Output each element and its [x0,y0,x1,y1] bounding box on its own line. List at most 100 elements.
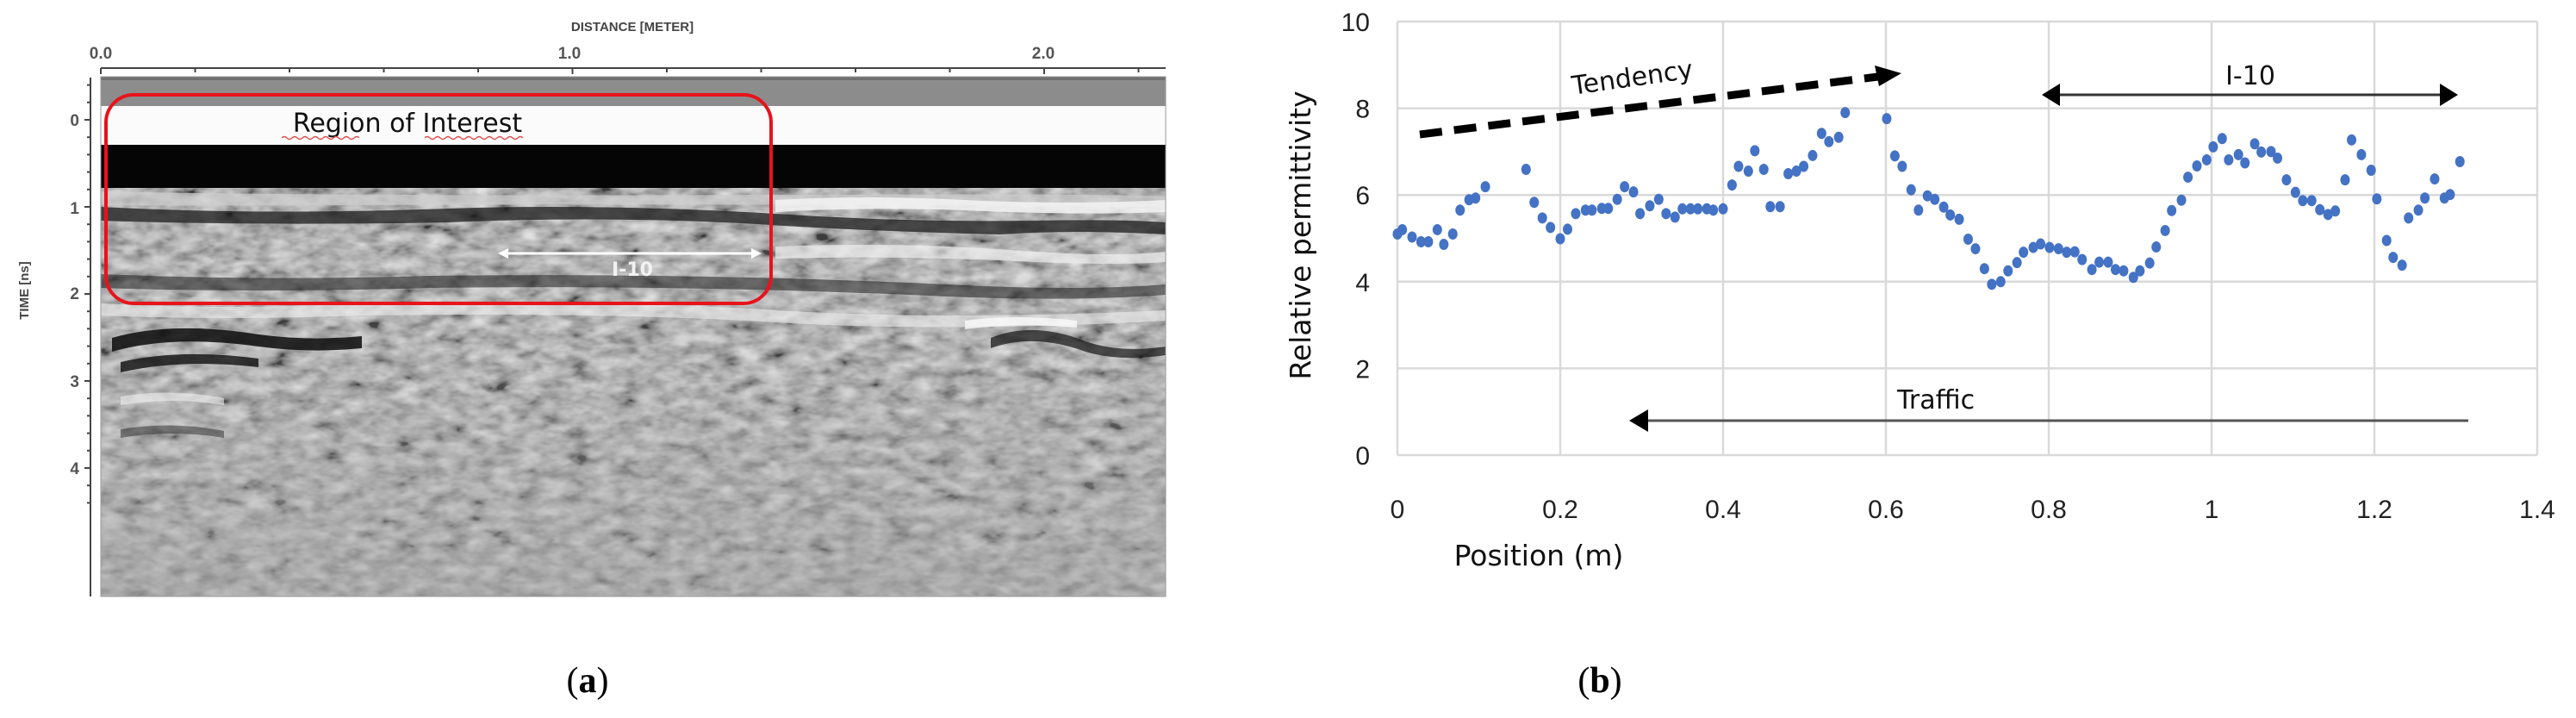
chart-x-tick-label: 1 [2205,496,2219,524]
data-point [1480,181,1490,193]
data-point [2201,153,2212,165]
data-point [2315,203,2325,215]
chart-y-tick-label: 8 [1355,96,1370,124]
data-point [2160,224,2170,236]
data-point [1733,160,1744,172]
data-point [1970,243,1981,255]
gpr-i10-arrow [498,248,762,259]
chart-i10-arrow [2042,84,2458,106]
data-point [2151,241,2162,253]
radargram-frame [100,76,1167,597]
data-point [2413,204,2424,216]
data-point [1587,204,1597,216]
data-point [1906,184,1916,196]
data-point [2323,209,2333,221]
data-point [2019,247,2029,259]
data-point [1447,228,1458,240]
data-point [1963,234,1973,246]
data-point [1677,203,1688,215]
data-point [1580,204,1590,216]
data-point [1758,164,1769,176]
data-point [1897,160,1907,172]
data-point [1439,239,1449,251]
chart-x-tick-label: 1.2 [2356,496,2392,524]
data-point [1833,131,1844,143]
data-point [1416,236,1426,248]
data-point [1555,233,1565,245]
data-point [2176,194,2187,206]
chart-x-tick-label: 0.4 [1705,496,1741,524]
data-point [2192,159,2202,172]
data-point [2077,253,2088,265]
data-point [2208,140,2218,153]
data-point [2445,189,2455,201]
data-point [1661,208,1671,220]
data-point [1718,203,1728,215]
tendency-label: Tendency [1569,54,1695,101]
data-point [2012,257,2022,269]
data-point [2306,195,2317,207]
data-point [2103,256,2113,268]
data-point [2167,204,2177,216]
data-point [1546,222,1556,234]
data-point [1432,223,1442,235]
data-point [2430,173,2440,185]
chart-y-tick-labels: 0 2 4 6 8 10 [1341,9,1370,471]
chart-y-tick-label: 0 [1355,442,1370,471]
spellcheck-underline [281,135,360,140]
data-point [1596,203,1607,215]
data-point [1840,107,1851,119]
chart-x-tick-label: 0.8 [2031,496,2067,524]
data-point [2224,153,2234,165]
data-point [1889,150,1900,162]
data-point [1571,208,1581,220]
chart-x-axis-title: Position (m) [1454,539,1624,572]
data-point [2281,174,2292,186]
chart-y-tick-label: 10 [1341,9,1370,37]
chart-y-tick-label: 6 [1355,182,1370,210]
data-point [2455,155,2465,167]
panel-a: DISTANCE [METER] 0.0 1.0 2.0 0 1 2 3 4 T… [17,20,1167,701]
data-point [2119,265,2129,277]
spellcheck-underline [424,135,524,140]
data-point [2087,264,2097,276]
data-point [2135,265,2145,277]
data-point [2347,134,2357,146]
data-point [1945,209,1956,221]
data-point [1455,204,1465,216]
chart-x-tick-labels: 0 0.2 0.4 0.6 0.8 1 1.2 1.4 [1391,496,2555,524]
data-point [1808,149,1818,161]
data-point [2372,193,2382,205]
gpr-y-axis-title: TIME [ns] [17,261,32,320]
data-point [1537,212,1547,224]
data-point [2366,165,2376,177]
data-point [1635,208,1646,220]
panel-label-b: (b) [1577,661,1621,701]
data-point [2249,138,2260,150]
data-point [1930,193,1940,205]
data-point [2110,264,2120,276]
data-point [2256,146,2267,158]
data-point [1824,135,1834,147]
data-point [1995,276,2006,288]
panel-b: 0 2 4 6 8 10 0 0.2 0.4 0.6 0.8 1 1.2 1.4 Relative pe… [1284,9,2555,701]
traffic-label: Traffic [1896,385,1975,415]
chart-y-axis-title: Relative permittivity [1284,91,1317,379]
data-point [2273,152,2283,164]
tendency-arrow [1419,66,1901,139]
gpr-y-tick-label: 2 [70,285,79,303]
data-point [1521,164,1531,176]
gpr-y-axis: 0 1 2 3 4 TIME [ns] [17,78,91,596]
data-point [1653,193,1664,205]
chart-x-tick-label: 0.6 [1868,496,1904,524]
data-point [1913,204,1924,216]
data-point [2266,146,2276,158]
data-point [2128,272,2138,284]
data-point [2069,246,2080,258]
data-point [2094,256,2105,268]
data-point [1693,203,1703,215]
data-point [1791,165,1801,178]
gpr-y-tick-label: 4 [70,460,79,478]
data-point [1783,168,1794,180]
